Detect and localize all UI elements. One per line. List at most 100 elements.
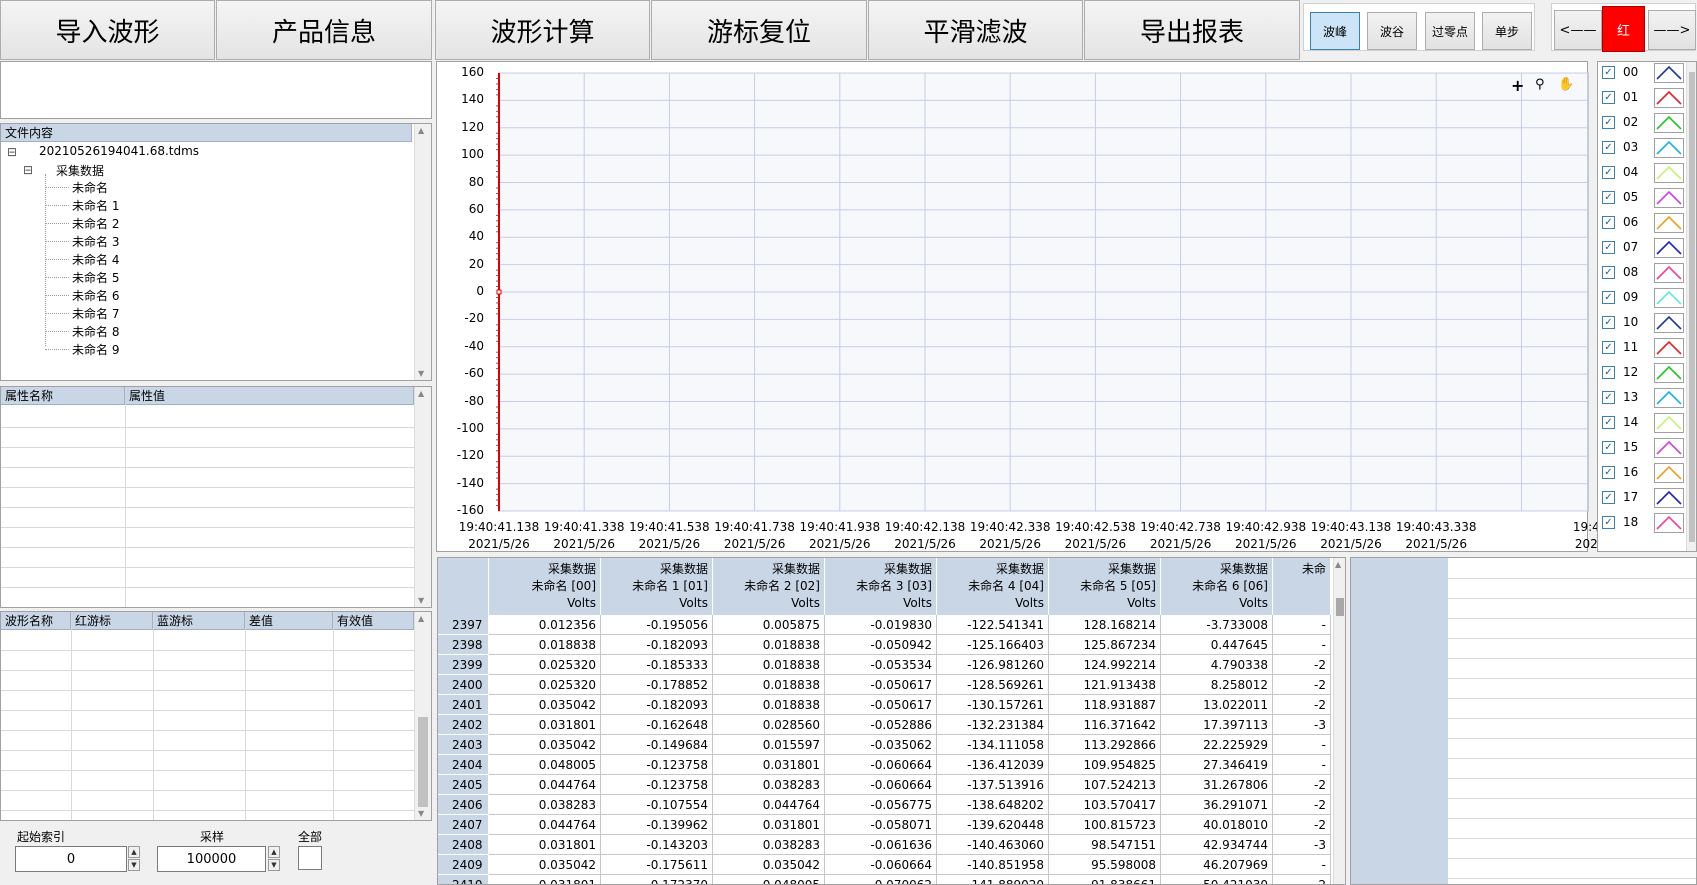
row-index[interactable]: 2403 xyxy=(438,735,488,755)
data-cell[interactable]: 31.267806 xyxy=(1161,775,1273,795)
mode-peak-button[interactable]: 波峰 xyxy=(1310,12,1360,50)
row-index[interactable]: 2407 xyxy=(438,815,488,835)
product-info-button[interactable]: 产品信息 xyxy=(216,0,432,60)
legend-checkbox[interactable]: ✓ xyxy=(1602,66,1615,79)
data-cell[interactable]: 50.421030 xyxy=(1161,875,1273,884)
data-cell[interactable]: 103.570417 xyxy=(1049,795,1161,815)
data-cell[interactable]: 0.031801 xyxy=(489,875,601,884)
legend-color-swatch[interactable] xyxy=(1654,113,1684,133)
data-cell[interactable]: 22.225929 xyxy=(1161,735,1273,755)
data-cell[interactable]: 116.371642 xyxy=(1049,715,1161,735)
data-cell[interactable]: -0.185333 xyxy=(601,655,713,675)
secondary-table[interactable] xyxy=(1350,557,1697,885)
data-cell[interactable]: 0.018838 xyxy=(489,635,601,655)
legend-color-swatch[interactable] xyxy=(1654,388,1684,408)
wave-table-scrollbar[interactable]: ▲ ▼ xyxy=(414,612,431,820)
legend-checkbox[interactable]: ✓ xyxy=(1602,91,1615,104)
legend-color-swatch[interactable] xyxy=(1654,138,1684,158)
data-cell[interactable]: -0.019830 xyxy=(825,615,937,635)
data-column-header[interactable]: 采集数据 未命名 1 [01] Volts xyxy=(601,558,713,615)
legend-checkbox[interactable]: ✓ xyxy=(1602,391,1615,404)
data-cell[interactable]: 0.044764 xyxy=(489,815,601,835)
property-table-scrollbar[interactable]: ▲ ▼ xyxy=(414,387,431,607)
data-cell[interactable]: 17.397113 xyxy=(1161,715,1273,735)
data-cell[interactable]: 0.038283 xyxy=(713,775,825,795)
data-cell[interactable]: 124.992214 xyxy=(1049,655,1161,675)
data-table[interactable]: 采集数据 未命名 [00] Volts 采集数据 未命名 1 [01] Volts 采集数据… xyxy=(437,557,1346,885)
file-tree-scrollbar[interactable]: ▲ ▼ xyxy=(414,124,431,380)
data-cell[interactable]: -130.157261 xyxy=(937,695,1049,715)
mode-valley-button[interactable]: 波谷 xyxy=(1367,12,1417,50)
data-cell[interactable]: 113.292866 xyxy=(1049,735,1161,755)
legend-checkbox[interactable]: ✓ xyxy=(1602,141,1615,154)
legend-checkbox[interactable]: ✓ xyxy=(1602,116,1615,129)
data-cell[interactable]: -122.541341 xyxy=(937,615,1049,635)
data-cell[interactable]: 0.005875 xyxy=(713,615,825,635)
legend-checkbox[interactable]: ✓ xyxy=(1602,516,1615,529)
data-column-header[interactable]: 采集数据 未命名 6 [06] Volts xyxy=(1161,558,1273,615)
data-cell[interactable]: 0.015597 xyxy=(713,735,825,755)
row-index[interactable]: 2408 xyxy=(438,835,488,855)
legend-checkbox[interactable]: ✓ xyxy=(1602,441,1615,454)
data-cell[interactable]: 0.018838 xyxy=(713,675,825,695)
tree-channel-node[interactable]: 未命名 7 xyxy=(72,307,120,321)
legend-color-swatch[interactable] xyxy=(1654,63,1684,83)
legend-checkbox[interactable]: ✓ xyxy=(1602,291,1615,304)
data-cell[interactable]: 46.207969 xyxy=(1161,855,1273,875)
data-cell[interactable]: - xyxy=(1273,635,1331,655)
data-cell[interactable]: 0.048005 xyxy=(713,875,825,884)
legend-checkbox[interactable]: ✓ xyxy=(1602,191,1615,204)
data-cell[interactable]: -0.139962 xyxy=(601,815,713,835)
tree-channel-node[interactable]: 未命名 1 xyxy=(72,199,120,213)
legend-color-swatch[interactable] xyxy=(1654,338,1684,358)
legend-checkbox[interactable]: ✓ xyxy=(1602,366,1615,379)
data-cell[interactable]: -141.889020 xyxy=(937,875,1049,884)
data-cell[interactable]: 0.028560 xyxy=(713,715,825,735)
data-cell[interactable]: 13.022011 xyxy=(1161,695,1273,715)
smooth-filter-button[interactable]: 平滑滤波 xyxy=(868,0,1083,60)
data-cell[interactable]: -139.620448 xyxy=(937,815,1049,835)
data-cell[interactable]: - xyxy=(1273,615,1331,635)
data-cell[interactable]: 128.168214 xyxy=(1049,615,1161,635)
data-cell[interactable]: 4.790338 xyxy=(1161,655,1273,675)
row-index[interactable]: 2410 xyxy=(438,875,488,884)
data-cell[interactable]: -0.060664 xyxy=(825,775,937,795)
data-cell[interactable]: -0.061636 xyxy=(825,835,937,855)
data-cell[interactable]: 118.931887 xyxy=(1049,695,1161,715)
data-cell[interactable]: -0.162648 xyxy=(601,715,713,735)
legend-color-swatch[interactable] xyxy=(1654,488,1684,508)
data-cell[interactable]: 0.038283 xyxy=(489,795,601,815)
data-cell[interactable]: -132.231384 xyxy=(937,715,1049,735)
data-cell[interactable]: 0.447645 xyxy=(1161,635,1273,655)
data-cell[interactable]: 0.018838 xyxy=(713,655,825,675)
legend-color-swatch[interactable] xyxy=(1654,463,1684,483)
data-cell[interactable]: -137.513916 xyxy=(937,775,1049,795)
tree-expand-icon[interactable]: ⊟ xyxy=(7,145,18,159)
legend-color-swatch[interactable] xyxy=(1654,238,1684,258)
data-column-header[interactable]: 采集数据 未命名 2 [02] Volts xyxy=(713,558,825,615)
data-cell[interactable]: 0.031801 xyxy=(713,815,825,835)
legend-checkbox[interactable]: ✓ xyxy=(1602,466,1615,479)
data-cell[interactable]: -140.851958 xyxy=(937,855,1049,875)
row-index[interactable]: 2402 xyxy=(438,715,488,735)
data-cell[interactable]: -140.463060 xyxy=(937,835,1049,855)
property-table[interactable]: 属性名称 属性值 ▲ ▼ xyxy=(0,386,432,608)
data-cell[interactable]: 0.038283 xyxy=(713,835,825,855)
data-cell[interactable]: -126.981260 xyxy=(937,655,1049,675)
crosshair-icon[interactable]: + xyxy=(1511,76,1525,95)
sample-down-button[interactable]: ▼ xyxy=(268,859,280,871)
data-cell[interactable]: 0.025320 xyxy=(489,675,601,695)
data-cell[interactable]: 42.934744 xyxy=(1161,835,1273,855)
data-cell[interactable]: -0.070062 xyxy=(825,875,937,884)
legend-scrollbar[interactable] xyxy=(1686,62,1696,551)
data-cell[interactable]: -0.053534 xyxy=(825,655,937,675)
data-cell[interactable]: 95.598008 xyxy=(1049,855,1161,875)
data-cell[interactable]: -0.182093 xyxy=(601,635,713,655)
data-column-header[interactable]: 采集数据 未命名 5 [05] Volts xyxy=(1049,558,1161,615)
cursor-left-button[interactable]: <—— xyxy=(1554,10,1602,50)
legend-checkbox[interactable]: ✓ xyxy=(1602,241,1615,254)
data-cell[interactable]: 121.913438 xyxy=(1049,675,1161,695)
row-index[interactable]: 2399 xyxy=(438,655,488,675)
data-cell[interactable]: 0.018838 xyxy=(713,635,825,655)
